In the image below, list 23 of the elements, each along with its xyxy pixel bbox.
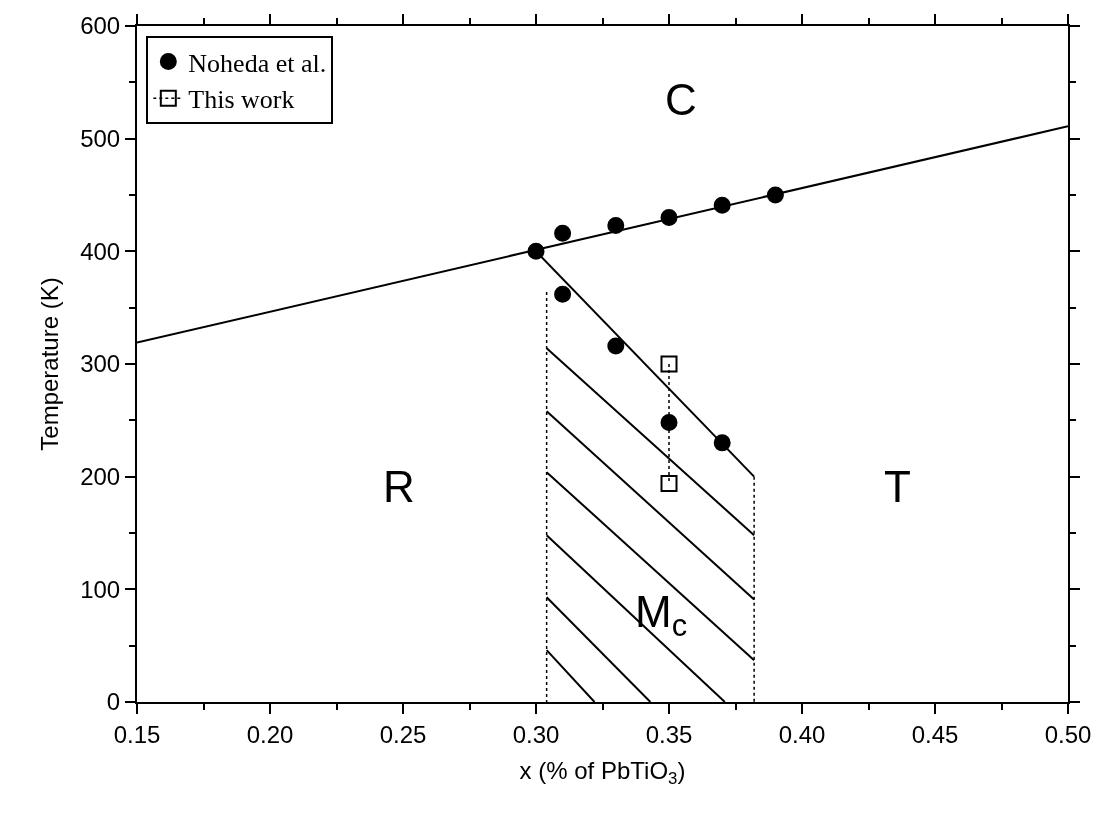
x-tick-label: 0.30 [512,720,560,748]
annotation: M$_{c}$ [635,587,688,644]
x-tick-label: 0.15 [113,720,161,748]
x-tick-label: 0.35 [645,720,693,748]
annotation: T [884,462,911,511]
y-tick-label: 500 [80,125,121,153]
x-tick-label: 0.40 [778,720,826,748]
x-tick-label: 0.50 [1044,720,1092,748]
y-tick-label: 600 [80,12,121,40]
y-tick-label: 100 [80,575,121,603]
x-tick-label: 0.20 [246,720,294,748]
legend-label: Noheda et al. [188,48,327,78]
annotation: C [665,75,697,124]
legend-label: This work [188,85,295,115]
y-tick-label: 400 [80,237,121,265]
y-tick-label: 200 [80,463,121,491]
x-tick-label: 0.45 [911,720,959,748]
y-axis-title: Temperature (K) [35,277,63,451]
x-tick-label: 0.25 [379,720,427,748]
x-axis-title: x (% of PbTiO$_{3}$) [519,756,686,788]
annotation: R [383,462,415,511]
y-tick-label: 300 [80,350,121,378]
y-tick-label: 0 [106,688,121,716]
